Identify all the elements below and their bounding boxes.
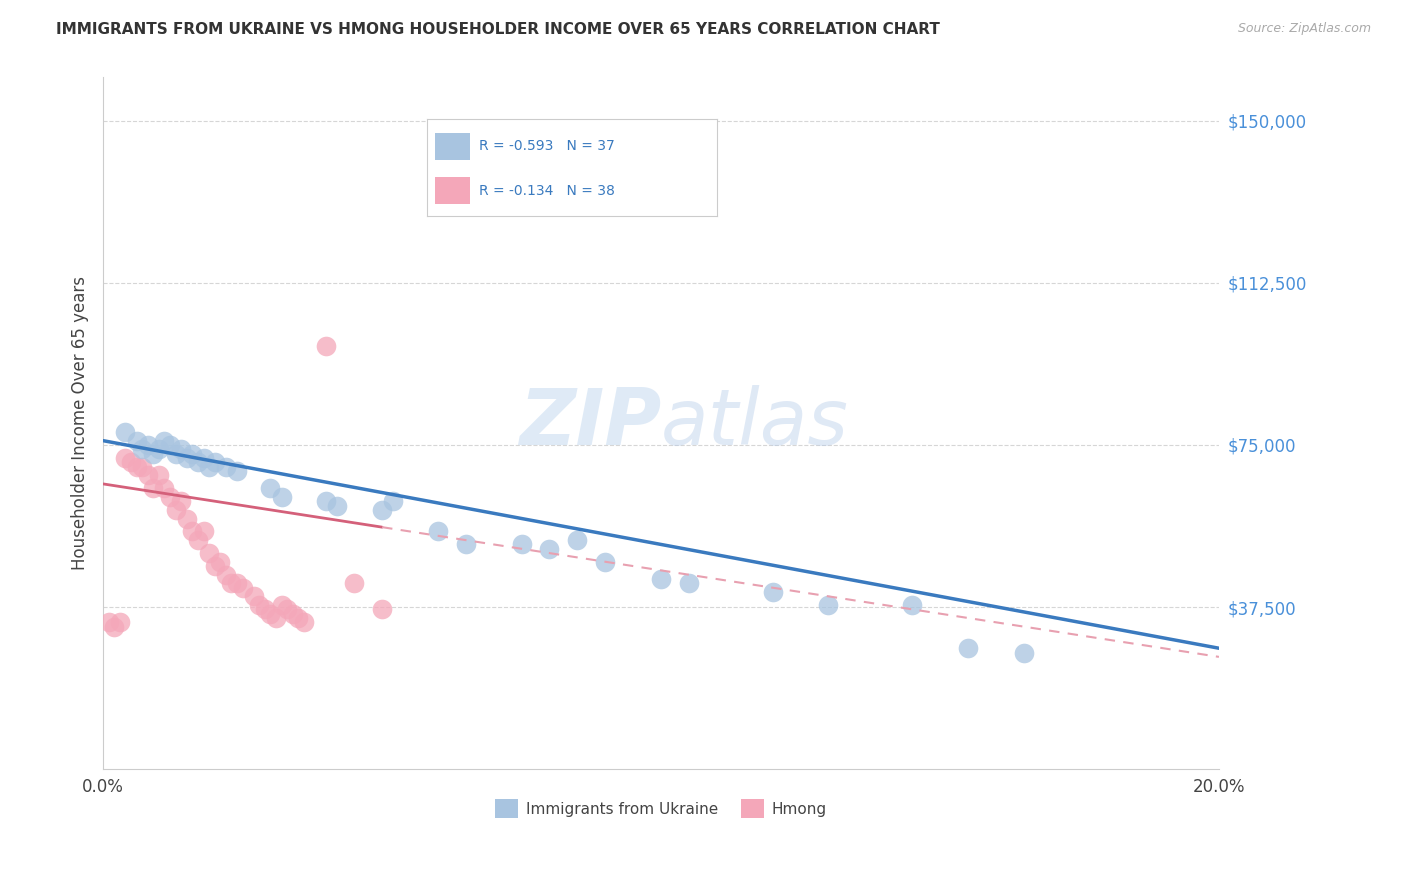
Point [281, 607, 304, 621]
Point [215, 567, 238, 582]
Point [426, 524, 449, 539]
Point [131, 459, 153, 474]
Point [114, 450, 136, 465]
Point [193, 450, 215, 465]
Point [678, 576, 700, 591]
Point [270, 598, 292, 612]
Point [204, 455, 226, 469]
Point [567, 533, 589, 548]
Point [315, 494, 337, 508]
Point [204, 559, 226, 574]
Point [170, 442, 193, 457]
Point [148, 442, 170, 457]
Point [142, 481, 165, 495]
Point [114, 425, 136, 439]
Point [226, 464, 249, 478]
Point [287, 611, 309, 625]
Point [120, 455, 142, 469]
Y-axis label: Householder Income Over 65 years: Householder Income Over 65 years [72, 277, 89, 570]
Point [371, 503, 394, 517]
Point [259, 481, 281, 495]
Point [247, 598, 270, 612]
Point [170, 494, 193, 508]
Point [259, 607, 281, 621]
Point [198, 459, 221, 474]
Point [97, 615, 120, 630]
Point [148, 468, 170, 483]
Point [956, 641, 979, 656]
Point [371, 602, 394, 616]
Point [125, 434, 148, 448]
Point [593, 555, 616, 569]
Point [187, 455, 209, 469]
Point [136, 438, 159, 452]
Point [103, 619, 125, 633]
Point [131, 442, 153, 457]
Point [253, 602, 276, 616]
Text: atlas: atlas [661, 385, 849, 461]
Point [901, 598, 924, 612]
Point [159, 438, 181, 452]
Point [382, 494, 405, 508]
Point [142, 447, 165, 461]
Point [264, 611, 287, 625]
Point [181, 447, 204, 461]
Point [193, 524, 215, 539]
Point [326, 499, 349, 513]
Point [454, 537, 477, 551]
Point [650, 572, 672, 586]
Point [762, 585, 785, 599]
Point [315, 338, 337, 352]
Point [221, 576, 243, 591]
Point [153, 434, 176, 448]
Point [159, 490, 181, 504]
Point [1012, 646, 1035, 660]
Text: ZIP: ZIP [519, 385, 661, 461]
Point [181, 524, 204, 539]
Point [276, 602, 298, 616]
Point [108, 615, 131, 630]
Point [125, 459, 148, 474]
Point [198, 546, 221, 560]
Point [292, 615, 315, 630]
Point [226, 576, 249, 591]
Point [176, 450, 198, 465]
Point [209, 555, 232, 569]
Point [136, 468, 159, 483]
Point [165, 447, 187, 461]
Point [153, 481, 176, 495]
Text: IMMIGRANTS FROM UKRAINE VS HMONG HOUSEHOLDER INCOME OVER 65 YEARS CORRELATION CH: IMMIGRANTS FROM UKRAINE VS HMONG HOUSEHO… [56, 22, 941, 37]
Point [176, 511, 198, 525]
Point [187, 533, 209, 548]
Point [817, 598, 839, 612]
Point [510, 537, 533, 551]
Point [538, 541, 561, 556]
Point [343, 576, 366, 591]
Text: Source: ZipAtlas.com: Source: ZipAtlas.com [1237, 22, 1371, 36]
Point [232, 581, 254, 595]
Point [270, 490, 292, 504]
Point [215, 459, 238, 474]
Legend: Immigrants from Ukraine, Hmong: Immigrants from Ukraine, Hmong [489, 793, 832, 824]
Point [165, 503, 187, 517]
Point [242, 590, 264, 604]
